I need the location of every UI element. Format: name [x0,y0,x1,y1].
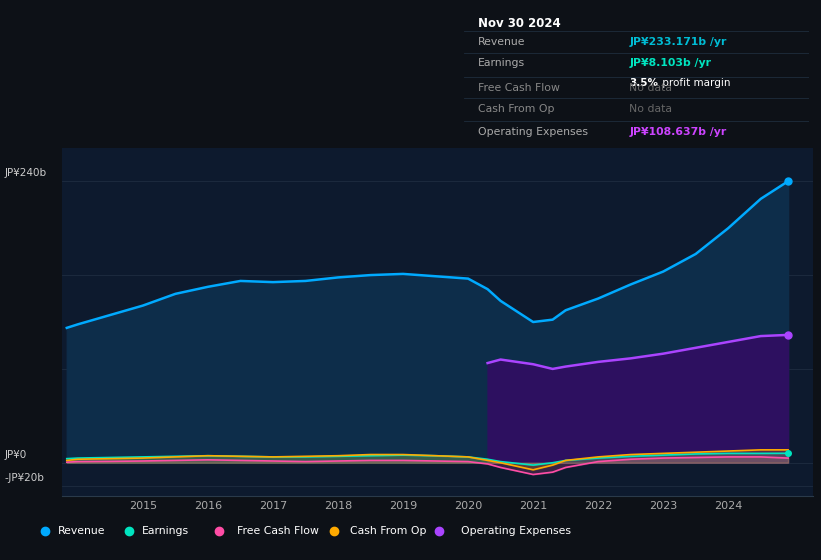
Text: Earnings: Earnings [478,58,525,68]
Text: Revenue: Revenue [57,526,105,535]
Text: Free Cash Flow: Free Cash Flow [237,526,319,535]
Text: No data: No data [630,104,672,114]
Text: Operating Expenses: Operating Expenses [461,526,571,535]
Text: Revenue: Revenue [478,37,525,47]
Text: Cash From Op: Cash From Op [478,104,554,114]
Text: Operating Expenses: Operating Expenses [478,127,588,137]
Text: JP¥8.103b /yr: JP¥8.103b /yr [630,58,711,68]
Text: Earnings: Earnings [142,526,190,535]
Text: Cash From Op: Cash From Op [350,526,426,535]
Text: JP¥0: JP¥0 [4,450,26,460]
Text: JP¥233.171b /yr: JP¥233.171b /yr [630,37,727,47]
Text: No data: No data [630,83,672,92]
Text: Nov 30 2024: Nov 30 2024 [478,17,561,30]
Text: -JP¥20b: -JP¥20b [4,473,44,483]
Text: 3.5%: 3.5% [630,78,658,88]
Text: profit margin: profit margin [658,78,730,88]
Text: JP¥240b: JP¥240b [4,169,46,179]
Text: JP¥108.637b /yr: JP¥108.637b /yr [630,127,727,137]
Text: Free Cash Flow: Free Cash Flow [478,83,560,92]
